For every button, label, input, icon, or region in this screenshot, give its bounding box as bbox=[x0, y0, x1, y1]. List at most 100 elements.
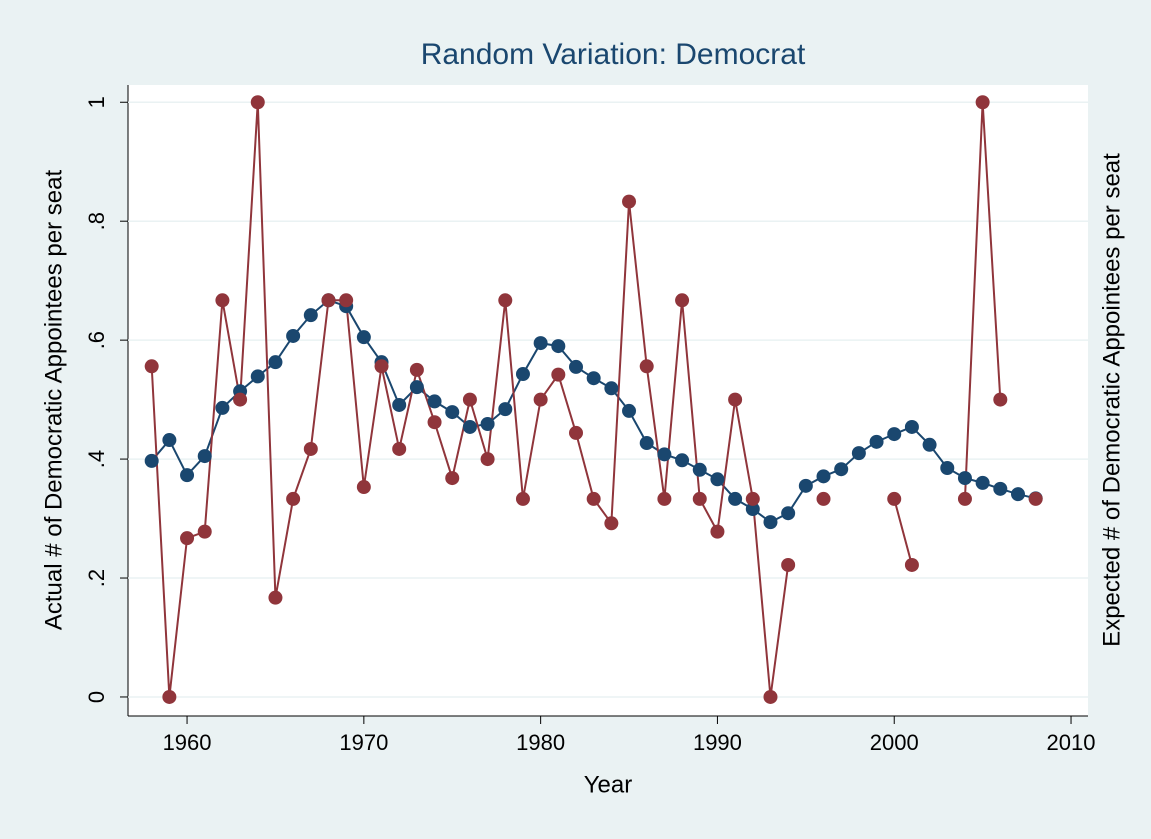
data-point bbox=[392, 397, 407, 412]
data-point bbox=[445, 405, 460, 420]
data-point bbox=[268, 590, 283, 605]
data-point bbox=[834, 462, 849, 477]
y-tick-label: .8 bbox=[84, 212, 109, 230]
data-point bbox=[657, 491, 672, 506]
data-point bbox=[904, 419, 919, 434]
data-point bbox=[445, 471, 460, 486]
data-point bbox=[569, 425, 583, 440]
data-point bbox=[675, 453, 690, 468]
data-point bbox=[498, 293, 513, 308]
data-point bbox=[250, 95, 265, 110]
data-point bbox=[374, 359, 389, 374]
x-tick-label: 1980 bbox=[516, 730, 565, 755]
y2-axis-title: Expected # of Democratic Appointees per … bbox=[1098, 153, 1125, 647]
data-point bbox=[869, 434, 884, 449]
x-tick-label: 1990 bbox=[693, 730, 742, 755]
data-point bbox=[533, 336, 548, 351]
data-point bbox=[692, 462, 707, 477]
data-point bbox=[586, 371, 601, 386]
data-point bbox=[957, 471, 972, 486]
data-point bbox=[180, 531, 195, 546]
data-point bbox=[1010, 487, 1025, 502]
data-point bbox=[940, 461, 955, 476]
y-tick-label: .4 bbox=[84, 450, 109, 468]
data-point bbox=[781, 557, 796, 572]
data-point bbox=[515, 491, 530, 506]
y-tick-label: 0 bbox=[84, 691, 109, 703]
data-point bbox=[816, 491, 831, 506]
data-point bbox=[887, 427, 902, 442]
data-point bbox=[215, 400, 230, 415]
y-tick-label: .6 bbox=[84, 331, 109, 349]
y-tick-label: .2 bbox=[84, 569, 109, 587]
data-point bbox=[551, 339, 566, 354]
y-axis-title: Actual # of Democratic Appointees per se… bbox=[40, 170, 67, 631]
data-point bbox=[622, 194, 637, 209]
data-point bbox=[427, 415, 442, 430]
data-point bbox=[480, 452, 495, 467]
x-tick-label: 1970 bbox=[339, 730, 388, 755]
data-point bbox=[904, 557, 919, 572]
data-point bbox=[851, 446, 866, 461]
data-point bbox=[286, 328, 301, 343]
data-point bbox=[180, 468, 195, 483]
data-point bbox=[268, 355, 283, 370]
data-point bbox=[533, 392, 548, 407]
data-point bbox=[745, 502, 760, 517]
data-point bbox=[250, 369, 265, 384]
data-point bbox=[462, 419, 477, 434]
data-point bbox=[498, 402, 513, 417]
data-point bbox=[392, 441, 407, 456]
data-point bbox=[144, 453, 159, 468]
data-point bbox=[286, 491, 301, 506]
x-tick-label: 2000 bbox=[870, 730, 919, 755]
data-point bbox=[922, 437, 937, 452]
data-point bbox=[303, 441, 318, 456]
data-point bbox=[604, 381, 619, 396]
data-point bbox=[710, 524, 725, 539]
data-point bbox=[763, 515, 778, 530]
data-point bbox=[162, 689, 177, 704]
data-point bbox=[975, 475, 990, 490]
data-point bbox=[586, 491, 601, 506]
data-point bbox=[569, 359, 583, 374]
data-point bbox=[728, 392, 743, 407]
data-point bbox=[692, 491, 707, 506]
data-point bbox=[144, 359, 159, 374]
data-point bbox=[816, 469, 831, 484]
data-point bbox=[887, 491, 902, 506]
x-tick-label: 1960 bbox=[163, 730, 212, 755]
data-point bbox=[197, 524, 212, 539]
data-point bbox=[215, 293, 230, 308]
data-point bbox=[233, 392, 248, 407]
data-point bbox=[321, 293, 336, 308]
data-point bbox=[604, 516, 619, 531]
x-tick-label: 2010 bbox=[1047, 730, 1096, 755]
x-axis-title: Year bbox=[584, 771, 633, 798]
data-point bbox=[462, 392, 477, 407]
data-point bbox=[975, 95, 990, 110]
data-point bbox=[551, 367, 566, 382]
data-point bbox=[356, 480, 371, 495]
data-point bbox=[162, 433, 177, 448]
data-point bbox=[993, 481, 1008, 496]
data-point bbox=[993, 392, 1008, 407]
data-point bbox=[763, 689, 778, 704]
data-point bbox=[639, 436, 654, 451]
data-point bbox=[710, 472, 725, 487]
data-point bbox=[339, 293, 354, 308]
data-point bbox=[197, 449, 212, 464]
data-point bbox=[515, 367, 530, 382]
chart-title: Random Variation: Democrat bbox=[421, 38, 806, 71]
data-point bbox=[745, 491, 760, 506]
data-point bbox=[622, 403, 637, 418]
data-point bbox=[781, 506, 796, 521]
data-point bbox=[728, 491, 743, 506]
plot-area bbox=[128, 85, 1088, 716]
data-point bbox=[409, 362, 424, 377]
data-point bbox=[1028, 491, 1043, 506]
data-point bbox=[303, 308, 318, 323]
data-point bbox=[356, 330, 371, 345]
data-point bbox=[480, 416, 495, 431]
